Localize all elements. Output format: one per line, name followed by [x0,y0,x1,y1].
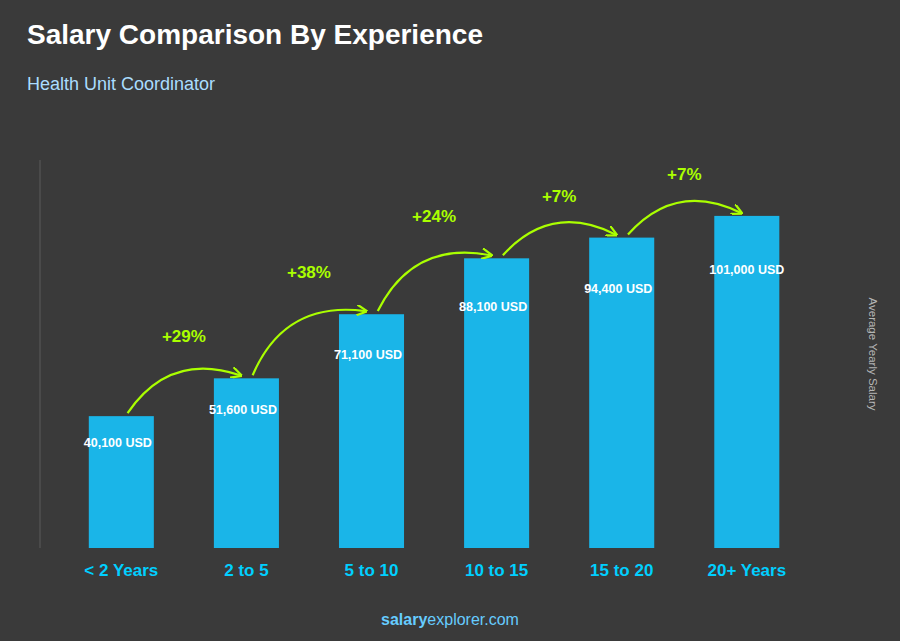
x-tick-label: 10 to 15 [465,561,528,580]
bars [89,216,780,548]
change-arrow [128,369,241,413]
change-label: +7% [667,165,702,184]
change-arrow [378,253,491,311]
x-tick-label: 15 to 20 [590,561,653,580]
y-axis-line [40,160,41,548]
change-label: +7% [542,187,577,206]
change-arrow [628,201,741,235]
change-label: +24% [412,207,456,226]
x-tick-label: 20+ Years [707,561,786,580]
y-axis-label: Average Yearly Salary [867,298,879,411]
subtitle: Health Unit Coordinator [27,74,215,94]
change-arrow [503,222,616,255]
x-tick-label: < 2 Years [84,561,158,580]
title: Salary Comparison By Experience [27,19,483,50]
data-label: 40,100 USD [84,436,152,450]
chart: Salary Comparison By Experience Health Un… [0,0,900,641]
data-label: 71,100 USD [334,348,402,362]
data-label: 51,600 USD [209,403,277,417]
change-label: +29% [162,327,206,346]
source-part: explorer.com [427,611,519,628]
data-label: 101,000 USD [709,263,784,277]
background [0,0,900,641]
data-label: 94,400 USD [584,282,652,296]
change-label: +38% [287,263,331,282]
source: salaryexplorer.com [381,611,519,628]
change-arrow [253,310,366,375]
x-tick-label: 2 to 5 [224,561,268,580]
source-part: salary [381,611,427,628]
chart-container: Salary Comparison By Experience Health Un… [0,0,900,641]
x-tick-label: 5 to 10 [345,561,399,580]
data-label: 88,100 USD [459,300,527,314]
